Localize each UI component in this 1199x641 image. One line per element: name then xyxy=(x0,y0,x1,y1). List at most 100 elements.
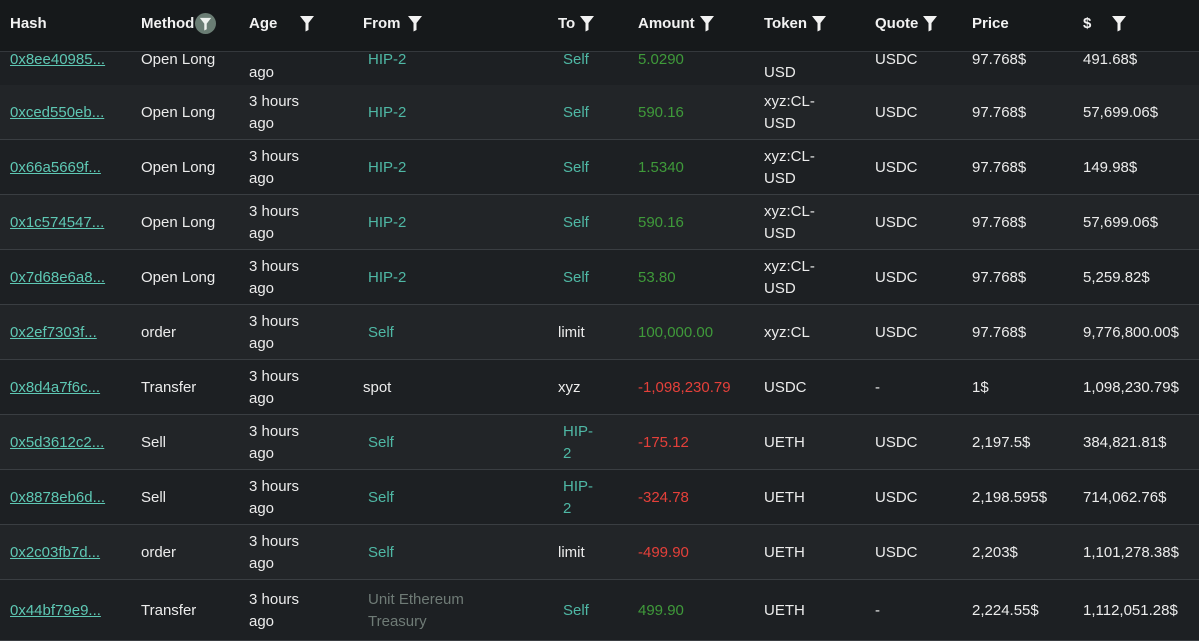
amount-filter-icon[interactable] xyxy=(699,15,715,32)
amount-cell: -499.90 xyxy=(638,544,689,561)
quote-filter-icon[interactable] xyxy=(922,15,938,32)
tx-hash-link[interactable]: 0x7d68e6a8... xyxy=(10,269,106,286)
quote-cell: USDC xyxy=(875,214,918,231)
amount-cell: 499.90 xyxy=(638,602,684,619)
method-cell: Open Long xyxy=(141,269,216,286)
token-cell: UETH xyxy=(764,544,805,561)
column-header-age[interactable]: Age xyxy=(249,0,315,46)
usd-value-cell: 149.98$ xyxy=(1083,159,1138,176)
to-filter-icon[interactable] xyxy=(579,15,595,32)
table-row: 0x66a5669f... Open Long 3 hours ago HIP-… xyxy=(0,140,1199,195)
column-header-token[interactable]: Token xyxy=(764,0,827,46)
table-row: 0x1c574547... Open Long 3 hours ago HIP-… xyxy=(0,195,1199,250)
method-cell: Sell xyxy=(141,434,167,451)
from-address-cell: spot xyxy=(363,379,392,396)
to-address-link[interactable]: Self xyxy=(563,269,589,286)
from-address-link[interactable]: HIP-2 xyxy=(368,214,407,231)
quote-cell: USDC xyxy=(875,434,918,451)
age-cell: 3 hours ago xyxy=(249,92,300,132)
tx-hash-link[interactable]: 0x8d4a7f6c... xyxy=(10,379,101,396)
amount-cell: 590.16 xyxy=(638,104,684,121)
column-header-method[interactable]: Method xyxy=(141,0,217,46)
usd-value-cell: 1,112,051.28$ xyxy=(1083,602,1178,619)
price-cell: 2,224.55$ xyxy=(972,602,1039,619)
amount-cell: -175.12 xyxy=(638,434,689,451)
usd-value-cell: 9,776,800.00$ xyxy=(1083,324,1179,341)
age-cell: 3 hours ago xyxy=(249,422,300,462)
to-address-link[interactable]: Self xyxy=(563,51,589,68)
tx-hash-link[interactable]: 0x8ee40985... xyxy=(10,51,106,68)
to-address-link[interactable]: Self xyxy=(563,214,589,231)
tx-hash-link[interactable]: 0x1c574547... xyxy=(10,214,105,231)
column-header-method-label: Method xyxy=(141,14,195,32)
to-address-link[interactable]: HIP-2 xyxy=(563,422,593,462)
column-header-to[interactable]: To xyxy=(558,0,595,46)
usd-value-cell: 5,259.82$ xyxy=(1083,269,1150,286)
column-header-price[interactable]: Price xyxy=(972,0,1009,46)
amount-cell: 1.5340 xyxy=(638,159,684,176)
age-cell: ago xyxy=(249,64,275,81)
column-header-to-label: To xyxy=(558,14,576,32)
column-header-usd[interactable]: $ xyxy=(1083,0,1127,46)
from-address-link[interactable]: HIP-2 xyxy=(368,269,407,286)
column-header-quote[interactable]: Quote xyxy=(875,0,938,46)
to-address-cell: limit xyxy=(558,324,585,341)
token-cell: UETH xyxy=(764,434,805,451)
token-filter-icon[interactable] xyxy=(811,15,827,32)
tx-hash-link[interactable]: 0x2c03fb7d... xyxy=(10,544,101,561)
tx-hash-link[interactable]: 0x8878eb6d... xyxy=(10,489,106,506)
from-address-link[interactable]: Self xyxy=(368,489,394,506)
usd-filter-icon[interactable] xyxy=(1111,15,1127,32)
from-address-link[interactable]: HIP-2 xyxy=(368,104,407,121)
table-row: 0x8d4a7f6c... Transfer 3 hours ago spot … xyxy=(0,360,1199,415)
usd-value-cell: 1,101,278.38$ xyxy=(1083,544,1179,561)
tx-hash-link[interactable]: 0x44bf79e9... xyxy=(10,602,101,619)
to-address-link[interactable]: Self xyxy=(563,602,589,619)
quote-cell: USDC xyxy=(875,104,918,121)
to-address-cell: xyz xyxy=(558,379,581,396)
from-address-link[interactable]: Self xyxy=(368,544,394,561)
quote-cell: USDC xyxy=(875,269,918,286)
amount-cell: -1,098,230.79 xyxy=(638,379,731,396)
table-row: 0x2ef7303f... order 3 hours ago Self lim… xyxy=(0,305,1199,360)
age-cell: 3 hours ago xyxy=(249,367,300,407)
table-row: 0x7d68e6a8... Open Long 3 hours ago HIP-… xyxy=(0,250,1199,305)
from-address-link[interactable]: Self xyxy=(368,434,394,451)
method-filter-active-icon[interactable] xyxy=(195,12,217,34)
to-address-cell: limit xyxy=(558,544,585,561)
price-cell: 2,198.595$ xyxy=(972,489,1048,506)
from-filter-icon[interactable] xyxy=(407,15,423,32)
from-address-link[interactable]: Self xyxy=(368,324,394,341)
usd-value-cell: 57,699.06$ xyxy=(1083,104,1159,121)
tx-hash-link[interactable]: 0x5d3612c2... xyxy=(10,434,105,451)
token-cell: USDC xyxy=(764,379,807,396)
to-address-link[interactable]: Self xyxy=(563,104,589,121)
tx-hash-link[interactable]: 0x2ef7303f... xyxy=(10,324,97,341)
table-row: 0x44bf79e9... Transfer 3 hours ago Unit … xyxy=(0,580,1199,641)
column-header-from[interactable]: From xyxy=(363,0,423,46)
tx-hash-link[interactable]: 0xced550eb... xyxy=(10,104,105,121)
method-cell: Open Long xyxy=(141,159,216,176)
method-cell: order xyxy=(141,324,177,341)
amount-cell: 53.80 xyxy=(638,269,676,286)
age-cell: 3 hours ago xyxy=(249,202,300,242)
age-filter-icon[interactable] xyxy=(299,15,315,32)
to-address-link[interactable]: HIP-2 xyxy=(563,477,593,517)
amount-cell: 100,000.00 xyxy=(638,324,714,341)
column-header-amount[interactable]: Amount xyxy=(638,0,715,46)
column-header-hash-label: Hash xyxy=(10,14,47,32)
age-cell: 3 hours ago xyxy=(249,257,300,297)
tx-hash-link[interactable]: 0x66a5669f... xyxy=(10,159,101,176)
to-address-link[interactable]: Self xyxy=(563,159,589,176)
from-address-link[interactable]: Unit Ethereum Treasury xyxy=(368,590,464,630)
from-address-link[interactable]: HIP-2 xyxy=(368,159,407,176)
price-cell: 97.768$ xyxy=(972,104,1027,121)
price-cell: 2,197.5$ xyxy=(972,434,1031,451)
column-header-hash[interactable]: Hash xyxy=(10,0,47,46)
quote-cell: - xyxy=(875,602,880,619)
column-header-usd-label: $ xyxy=(1083,14,1092,32)
price-cell: 97.768$ xyxy=(972,214,1027,231)
column-header-age-label: Age xyxy=(249,14,278,32)
table-row: 0x2c03fb7d... order 3 hours ago Self lim… xyxy=(0,525,1199,580)
from-address-link[interactable]: HIP-2 xyxy=(368,51,407,68)
